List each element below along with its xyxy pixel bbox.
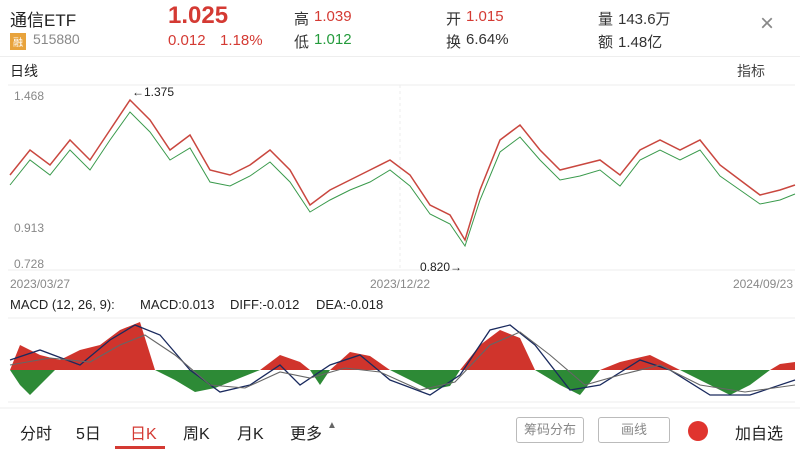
tab-underline: [115, 446, 165, 449]
grid: [8, 84, 795, 403]
open: 1.015: [466, 8, 504, 25]
price: 1.025: [168, 2, 229, 29]
chips-button[interactable]: 筹码分布: [516, 417, 584, 443]
change-pct: 1.18%: [220, 32, 263, 49]
close-button[interactable]: ×: [760, 10, 775, 37]
divider: [0, 56, 800, 57]
min-note: 0.820→: [420, 260, 462, 274]
price-line: [9, 98, 796, 242]
label: 换: [446, 34, 462, 51]
tab-active[interactable]: 日K: [130, 426, 157, 443]
dea-value: DEA:-0.018: [316, 297, 383, 312]
high: 1.039: [314, 8, 352, 25]
volume: 143.6万: [618, 11, 671, 28]
period: 日线: [10, 63, 38, 79]
label: 量: [598, 11, 614, 28]
tab[interactable]: 月K: [237, 426, 264, 443]
add-watchlist[interactable]: 加自选: [735, 426, 784, 443]
macd-value: MACD:0.013: [140, 297, 214, 312]
macd-negative: [10, 370, 770, 395]
price-line-green: [9, 111, 796, 248]
date-label: 2023/03/27: [10, 277, 70, 291]
diff-value: DIFF:-0.012: [230, 297, 299, 312]
label: 高: [294, 11, 310, 28]
low: 1.012: [314, 31, 352, 48]
turnover: 6.64%: [466, 31, 509, 48]
indicator-button[interactable]: 指标: [737, 63, 765, 79]
date-label: 2023/12/22: [370, 277, 430, 291]
stock-name: 通信ETF: [10, 11, 77, 30]
label: 额: [598, 34, 614, 51]
price-label: 0.913: [14, 221, 44, 235]
tab[interactable]: 更多: [290, 426, 323, 443]
label: 开: [446, 11, 462, 28]
draw-button[interactable]: 画线: [598, 417, 670, 443]
record-button[interactable]: [688, 421, 708, 441]
dea-line: [9, 331, 796, 393]
max-note: ←1.375: [132, 85, 174, 99]
date-label: 2024/09/23: [733, 277, 793, 291]
label: 低: [294, 34, 310, 51]
tab[interactable]: 5日: [76, 426, 101, 443]
tab[interactable]: 周K: [183, 426, 210, 443]
stock-code: 515880: [33, 31, 80, 47]
change: 0.012: [168, 32, 206, 49]
price-label: 0.728: [14, 257, 44, 271]
price-label: 1.468: [14, 89, 44, 103]
macd-positive: [10, 322, 795, 370]
macd-params: MACD (12, 26, 9):: [10, 297, 115, 312]
tab[interactable]: 分时: [20, 426, 53, 443]
amount: 1.48亿: [618, 34, 663, 51]
margin-badge: 融: [10, 33, 26, 50]
dropdown-arrow: ▲: [327, 420, 337, 431]
diff-line: [9, 324, 796, 396]
